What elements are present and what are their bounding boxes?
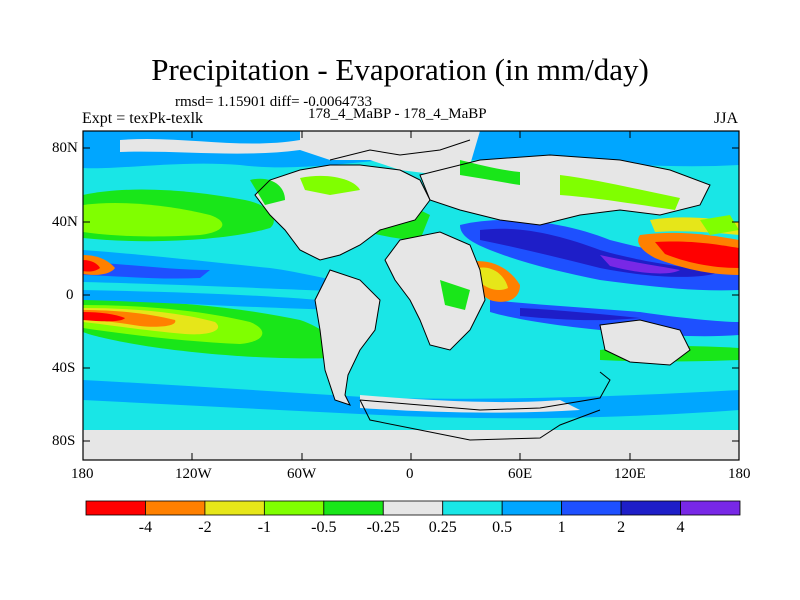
colorbar-swatch	[442, 500, 503, 516]
colorbar-label: -4	[138, 519, 153, 536]
lon-tick-60e: 60E	[508, 466, 533, 482]
australia-land	[600, 320, 690, 365]
lat-tick-40s: 40S	[52, 360, 76, 376]
lon-tick-180e: 180	[728, 466, 751, 482]
colorbar-swatch	[620, 500, 681, 516]
experiment-label: Expt = texPk-texlk	[82, 110, 204, 127]
colorbar-swatch	[85, 500, 146, 516]
lon-tick-180w: 180	[71, 466, 94, 482]
page-title: Precipitation - Evaporation (in mm/day)	[151, 52, 649, 87]
lon-tick-120w: 120W	[175, 466, 212, 482]
south-america-land	[315, 270, 380, 405]
lat-tick-0: 0	[66, 287, 74, 303]
colorbar-swatch	[263, 500, 325, 516]
colorbar-label: 2	[617, 519, 626, 536]
lat-tick-40n: 40N	[52, 214, 78, 230]
lon-tick-0: 0	[406, 466, 414, 482]
colorbar-swatch	[501, 500, 563, 516]
colorbar-label: 4	[676, 519, 685, 536]
colorbar-swatch	[382, 500, 444, 516]
itcz-band	[83, 250, 360, 292]
lon-tick-60w: 60W	[287, 466, 317, 482]
axis-ticks	[82, 131, 740, 460]
coastline	[254, 139, 711, 441]
colorbar-swatch	[145, 500, 206, 516]
lon-tick-120e: 120E	[614, 466, 646, 482]
colorbar-label: -0.5	[311, 519, 337, 536]
colorbar-swatch	[323, 500, 384, 516]
season-label: JJA	[714, 110, 739, 127]
antarctica-land	[83, 430, 739, 460]
africa-land	[385, 232, 485, 350]
lat-tick-80s: 80S	[52, 433, 76, 449]
colorbar-label: -1	[257, 519, 272, 536]
north-america-land	[255, 165, 430, 260]
colorbar-label: 0.5	[492, 519, 513, 536]
colorbar	[85, 500, 741, 516]
colorbar-label: -2	[198, 519, 212, 536]
lat-tick-80n: 80N	[52, 140, 78, 156]
colorbar-swatch	[204, 500, 265, 516]
colorbar-swatch	[680, 500, 741, 516]
colorbar-label: -0.25	[366, 519, 400, 536]
colorbar-label: 0.25	[428, 519, 457, 536]
colorbar-label: 1	[557, 519, 566, 536]
stats-label: rmsd= 1.15901 diff= -0.0064733	[175, 94, 373, 110]
colorbar-swatch	[561, 500, 622, 516]
case-label: 178_4_MaBP - 178_4_MaBP	[308, 106, 487, 122]
